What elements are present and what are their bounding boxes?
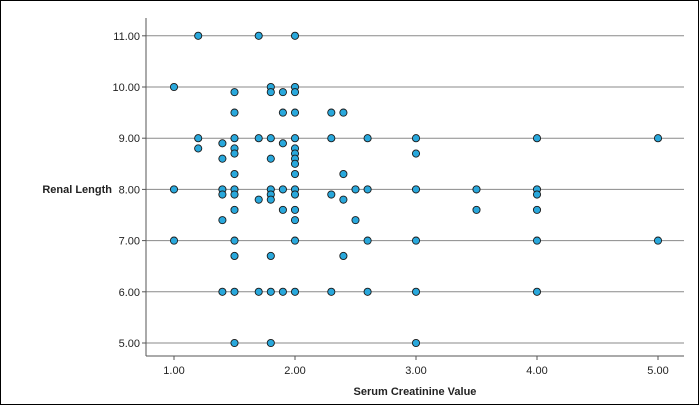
y-tick-label: 5.00 [119, 338, 140, 350]
data-point [339, 251, 348, 261]
data-point [653, 236, 663, 245]
data-point [363, 236, 372, 245]
data-point [351, 216, 360, 225]
data-point [278, 139, 287, 148]
data-point [266, 338, 275, 348]
data-point [327, 190, 336, 199]
x-tick-label: 3.00 [405, 365, 426, 377]
data-point [230, 88, 239, 97]
data-point [411, 338, 421, 348]
data-point [266, 287, 275, 296]
data-point [532, 287, 542, 296]
data-point [290, 134, 300, 143]
data-point [254, 287, 263, 296]
data-point [532, 236, 542, 245]
data-point [254, 134, 263, 143]
data-point [290, 159, 300, 168]
y-tick-label: 10.00 [112, 82, 140, 94]
data-point [532, 205, 542, 214]
data-point [230, 190, 239, 199]
data-point [254, 31, 263, 40]
data-point [278, 108, 287, 117]
data-point [411, 236, 421, 245]
data-point [339, 169, 348, 179]
data-point [169, 236, 179, 245]
data-point [230, 236, 239, 245]
data-point [266, 154, 275, 163]
x-axis-label: Serum Creatinine Value [354, 386, 477, 398]
data-point [290, 190, 300, 199]
data-point [194, 31, 203, 40]
data-point [411, 185, 421, 194]
data-point [230, 287, 239, 296]
y-tick-label: 7.00 [119, 236, 140, 248]
data-point [218, 190, 227, 199]
y-axis-ticks: 5.00 6.00 7.00 8.00 9.00 10.00 11.00 [112, 31, 146, 350]
data-point [230, 169, 239, 179]
data-point [230, 149, 239, 158]
x-axis-ticks: 1.00 2.00 3.00 4.00 5.00 [163, 356, 669, 377]
data-point [411, 287, 421, 296]
data-point [218, 287, 227, 296]
data-point [411, 149, 421, 158]
data-point [266, 134, 275, 143]
data-point [653, 134, 663, 143]
data-point [266, 88, 275, 97]
data-point [230, 338, 239, 348]
data-point [472, 205, 481, 214]
data-point [266, 195, 275, 204]
data-point [363, 287, 372, 296]
data-point [290, 216, 300, 225]
x-tick-label: 2.00 [284, 365, 305, 377]
data-point [290, 31, 300, 40]
data-point [278, 88, 287, 97]
data-point [411, 134, 421, 143]
data-point [339, 108, 348, 117]
data-point [278, 205, 287, 214]
data-point [532, 134, 542, 143]
data-point [218, 154, 227, 163]
data-point [194, 134, 203, 143]
y-axis-label: Renal Length [42, 184, 112, 196]
data-point [266, 251, 275, 261]
data-point [290, 236, 300, 245]
data-point [230, 251, 239, 261]
data-point [230, 108, 239, 117]
data-point [218, 216, 227, 225]
y-tick-label: 8.00 [119, 184, 140, 196]
data-point [290, 169, 300, 179]
data-point [290, 205, 300, 214]
data-point [169, 185, 179, 194]
x-tick-label: 5.00 [647, 365, 668, 377]
data-point [290, 287, 300, 296]
data-point [169, 82, 179, 92]
data-point [327, 287, 336, 296]
y-tick-label: 11.00 [113, 31, 140, 43]
data-point [278, 185, 287, 194]
data-point [532, 190, 542, 199]
data-point [218, 139, 227, 148]
data-point [339, 195, 348, 204]
data-point [278, 287, 287, 296]
y-tick-label: 6.00 [119, 287, 140, 299]
data-point [290, 108, 300, 117]
data-point [327, 134, 336, 143]
x-tick-label: 4.00 [526, 365, 547, 377]
data-point [230, 134, 239, 143]
data-point [254, 195, 263, 204]
data-point [472, 185, 481, 194]
data-point [230, 205, 239, 214]
data-points [169, 31, 663, 348]
data-point [351, 185, 360, 194]
x-tick-label: 1.00 [163, 365, 184, 377]
data-point [327, 108, 336, 117]
data-point [363, 185, 372, 194]
data-point [194, 144, 203, 153]
data-point [290, 88, 300, 97]
y-tick-label: 9.00 [119, 133, 140, 145]
data-point [363, 134, 372, 143]
